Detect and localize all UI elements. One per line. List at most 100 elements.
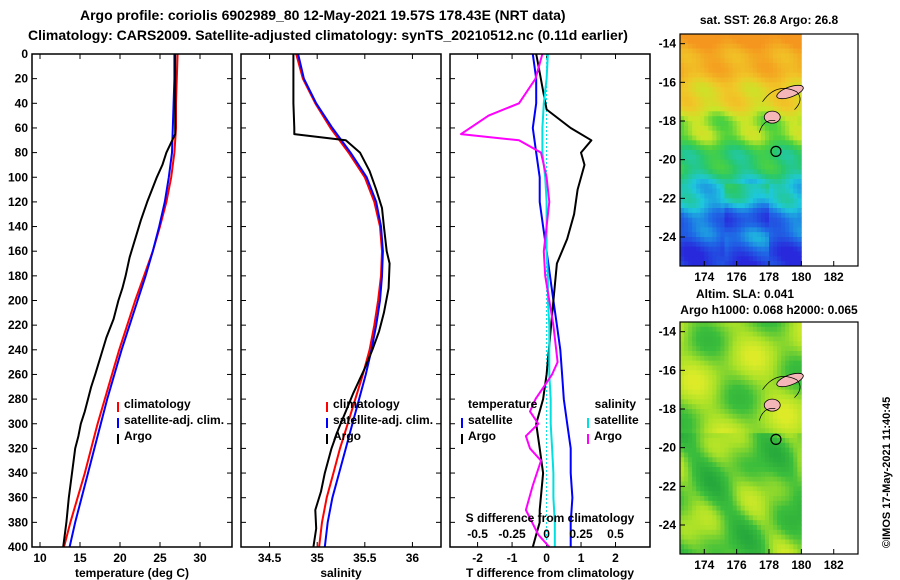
map-cell xyxy=(752,331,758,337)
map-cell xyxy=(732,251,738,257)
map-cell xyxy=(760,125,766,132)
map-cell xyxy=(736,237,742,243)
map-cell xyxy=(692,261,697,267)
map-cell xyxy=(781,63,786,69)
map-cell xyxy=(716,418,721,424)
x-tick-label: 20 xyxy=(113,551,127,565)
map-cell xyxy=(777,72,782,78)
map-cell xyxy=(769,208,774,214)
map-cell xyxy=(708,82,713,88)
map-cell xyxy=(732,92,738,98)
map-cell xyxy=(756,433,762,439)
map-cell xyxy=(688,135,693,141)
x-axis-label: temperature (deg C) xyxy=(75,566,189,580)
map-cell xyxy=(744,520,750,526)
map-cell xyxy=(708,145,713,151)
map-cell xyxy=(748,322,754,328)
map-cell xyxy=(740,360,746,366)
map-cell xyxy=(696,331,701,337)
map-cell xyxy=(688,227,693,233)
map-cell xyxy=(781,467,786,473)
map-cell xyxy=(785,135,790,141)
map-cell xyxy=(789,212,794,219)
map-cell xyxy=(793,346,798,352)
map-cell xyxy=(773,174,778,180)
map-cell xyxy=(773,159,778,165)
map-cell xyxy=(744,174,750,180)
map-cell xyxy=(720,500,725,507)
map-cell xyxy=(680,179,685,185)
map-cell xyxy=(704,116,709,122)
map-cell xyxy=(789,193,794,199)
map-cell xyxy=(797,135,802,141)
map-cell xyxy=(692,505,697,511)
map-cell xyxy=(785,193,790,199)
map-cell xyxy=(700,67,705,74)
map-cell xyxy=(797,326,802,333)
map-cell xyxy=(740,101,746,107)
map-cell xyxy=(692,486,697,492)
map-cell xyxy=(724,322,729,328)
map-cell xyxy=(716,58,721,64)
map-cell xyxy=(756,38,762,45)
map-cell xyxy=(785,67,790,74)
map-cell xyxy=(688,48,693,54)
map-cell xyxy=(756,389,762,395)
map-cell xyxy=(785,63,790,69)
map-cell xyxy=(732,193,738,199)
map-cell xyxy=(756,241,762,248)
map-cell xyxy=(793,399,798,405)
map-cell xyxy=(736,67,742,74)
map-cell xyxy=(728,145,733,151)
map-cell xyxy=(684,77,689,83)
map-cell xyxy=(692,164,697,170)
map-cell xyxy=(700,326,705,333)
map-cell xyxy=(781,43,786,49)
map-cell xyxy=(781,351,786,357)
map-cell xyxy=(752,471,758,478)
map-cell xyxy=(760,241,766,248)
map-cell xyxy=(781,370,786,376)
map-cell xyxy=(736,34,742,40)
map-cell xyxy=(752,150,758,156)
map-cell xyxy=(732,481,738,487)
map-cell xyxy=(692,121,697,127)
map-cell xyxy=(760,106,766,112)
map-cell xyxy=(720,384,725,391)
map-cell xyxy=(704,496,709,502)
map-cell xyxy=(708,462,713,468)
map-cell xyxy=(760,486,766,492)
map-cell xyxy=(696,481,701,487)
map-cell xyxy=(704,326,709,333)
map-cell xyxy=(744,164,750,170)
map-cell xyxy=(781,360,786,366)
map-cell xyxy=(680,77,685,83)
map-cell xyxy=(756,544,762,550)
map-cell xyxy=(716,544,721,550)
map-cell xyxy=(700,169,705,175)
map-cell xyxy=(704,72,709,78)
map-cell xyxy=(696,121,701,127)
map-cell xyxy=(732,404,738,410)
x-tick-label: 35.5 xyxy=(353,551,377,565)
map-cell xyxy=(720,355,725,362)
map-cell xyxy=(740,418,746,424)
map-cell xyxy=(764,409,770,415)
map-cell xyxy=(797,481,802,487)
map-cell xyxy=(752,72,758,78)
map-cell xyxy=(748,351,754,357)
map-cell xyxy=(748,232,754,238)
map-cell xyxy=(756,365,762,371)
map-cell xyxy=(748,539,754,545)
map-cell xyxy=(724,452,729,458)
map-cell xyxy=(760,164,766,170)
map-cell xyxy=(704,452,709,458)
map-cell xyxy=(756,77,762,83)
map-cell xyxy=(797,346,802,352)
map-cell xyxy=(781,58,786,64)
map-cell xyxy=(777,394,782,400)
map-cell xyxy=(700,34,705,40)
map-cell xyxy=(688,38,693,45)
map-cell xyxy=(700,423,705,429)
map-cell xyxy=(716,452,721,458)
